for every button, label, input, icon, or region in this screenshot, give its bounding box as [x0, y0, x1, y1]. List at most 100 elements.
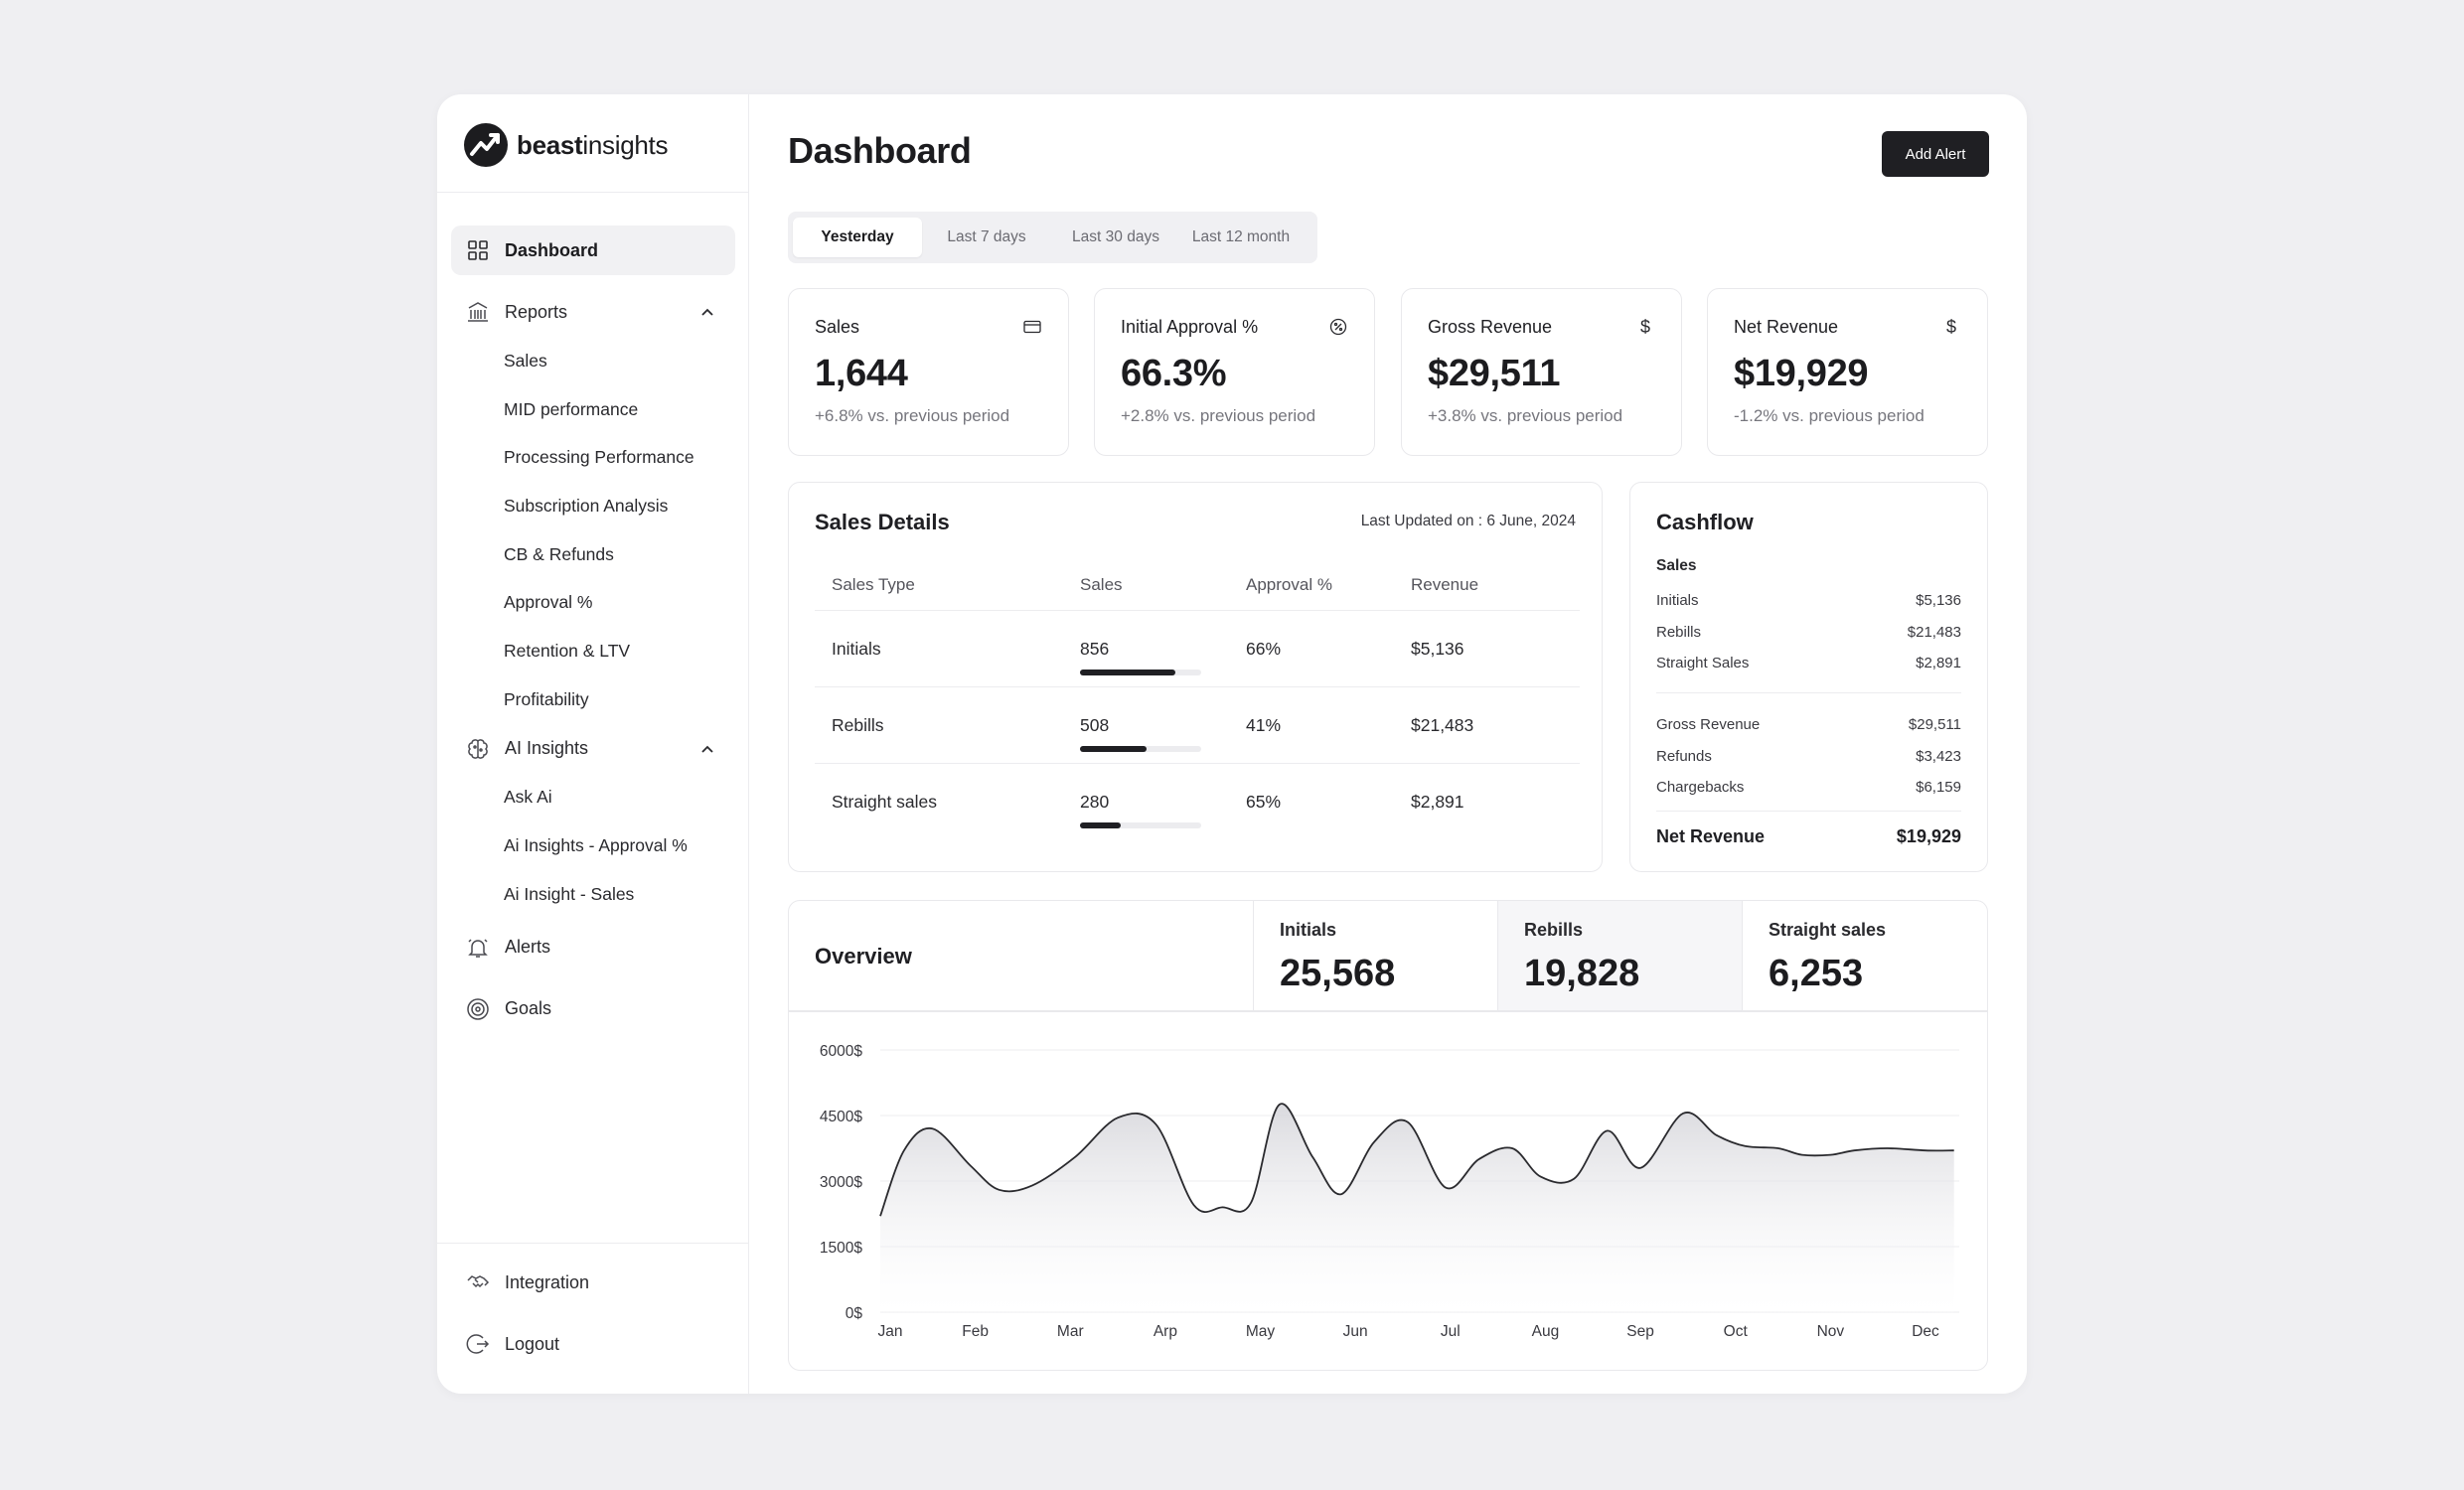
- add-alert-button[interactable]: Add Alert: [1882, 131, 1989, 177]
- chevron-up-icon[interactable]: [697, 302, 717, 322]
- sidebar-subitem[interactable]: Subscription Analysis: [504, 495, 669, 516]
- brand-logo[interactable]: beastinsights: [463, 120, 668, 170]
- table-row[interactable]: Straight sales 280 65% $2,891: [815, 764, 1580, 840]
- x-tick-label: Jun: [1343, 1323, 1368, 1340]
- sales-progress-bar: [1080, 745, 1201, 752]
- column-header: Approval %: [1246, 575, 1332, 594]
- sales-count: 508: [1080, 714, 1110, 735]
- sidebar-subitem[interactable]: Sales: [504, 350, 547, 371]
- kpi-value: $19,929: [1734, 353, 1869, 394]
- overview-tab-label: Initials: [1280, 920, 1337, 940]
- dollar-icon: $: [1945, 316, 1956, 337]
- sidebar-subitem[interactable]: Ask Ai: [504, 787, 552, 808]
- period-yesterday[interactable]: Yesterday: [793, 218, 922, 257]
- sales-cell: 856: [1078, 639, 1244, 675]
- net-revenue-value: $19,929: [1896, 826, 1961, 846]
- sidebar-subitem[interactable]: Approval %: [504, 592, 593, 613]
- sidebar-item-reports[interactable]: Reports: [451, 287, 735, 337]
- sales-progress-bar: [1080, 669, 1201, 675]
- last-updated-text: Last Updated on : 6 June, 2024: [1360, 513, 1576, 529]
- sidebar-subitem[interactable]: Profitability: [504, 688, 589, 709]
- credit-card-icon: [1022, 317, 1042, 337]
- overview-tab-straight-sales[interactable]: Straight sales 6,253: [1742, 901, 1987, 1010]
- sidebar-item-dashboard[interactable]: Dashboard: [451, 225, 735, 275]
- chevron-up-icon[interactable]: [697, 739, 717, 759]
- column-header: Revenue: [1411, 575, 1479, 594]
- approval-cell: 41%: [1246, 714, 1282, 735]
- y-tick-label: 0$: [846, 1305, 863, 1322]
- overview-card: Overview Initials 25,568 Rebills 19,828 …: [788, 900, 1988, 1371]
- cashflow-card: Cashflow Sales Initials $5,136 Rebills $21…: [1629, 482, 1988, 872]
- bell-icon: [465, 935, 491, 961]
- period-last-12-month[interactable]: Last 12 month: [1191, 228, 1291, 245]
- sidebar-subitem[interactable]: Retention & LTV: [504, 640, 631, 661]
- sidebar-subitem[interactable]: Processing Performance: [504, 447, 694, 468]
- table-row[interactable]: Initials 856 66% $5,136: [815, 611, 1580, 687]
- revenue-cell: $5,136: [1411, 638, 1464, 659]
- cashflow-row: Rebills $21,483: [1656, 623, 1961, 641]
- cashflow-section-label: Sales: [1656, 557, 1697, 574]
- overview-title: Overview: [815, 944, 912, 968]
- dollar-icon: $: [1639, 316, 1650, 337]
- sidebar-item-label: Alerts: [505, 937, 551, 958]
- cashflow-divider: [1656, 692, 1961, 693]
- period-selector: Yesterday Last 7 days Last 30 days Last …: [788, 212, 1317, 263]
- table-row[interactable]: Rebills 508 41% $21,483: [815, 687, 1580, 764]
- sidebar-item-alerts[interactable]: Alerts: [451, 923, 735, 972]
- cashflow-row: Refunds $3,423: [1656, 747, 1961, 765]
- overview-tab-rebills[interactable]: Rebills 19,828: [1497, 901, 1742, 1010]
- approval-cell: 66%: [1246, 638, 1282, 659]
- sidebar-item-label: AI Insights: [505, 738, 589, 758]
- sidebar-subitem[interactable]: Ai Insight - Sales: [504, 883, 635, 904]
- x-tick-label: May: [1246, 1323, 1276, 1340]
- sidebar-subitem[interactable]: CB & Refunds: [504, 543, 614, 564]
- sidebar-item-label: Integration: [505, 1271, 590, 1292]
- sales-type-cell: Rebills: [832, 714, 884, 735]
- sales-progress-bar: [1080, 822, 1201, 828]
- kpi-label: Initial Approval %: [1121, 317, 1259, 337]
- reports-submenu: Sales MID performance Processing Perform…: [451, 337, 735, 724]
- overview-tab-initials[interactable]: Initials 25,568: [1253, 901, 1497, 1010]
- period-last-30-days[interactable]: Last 30 days: [1072, 228, 1159, 245]
- sidebar-item-goals[interactable]: Goals: [451, 984, 735, 1034]
- kpi-value: 1,644: [815, 353, 908, 394]
- revenue-cell: $21,483: [1411, 714, 1474, 735]
- y-tick-label: 4500$: [820, 1109, 862, 1125]
- target-icon: [465, 996, 491, 1022]
- x-tick-label: Sep: [1626, 1323, 1654, 1340]
- bank-icon: [465, 299, 491, 325]
- period-last-7-days[interactable]: Last 7 days: [947, 228, 1026, 245]
- cashflow-divider: [1656, 811, 1961, 812]
- sidebar-item-label: Dashboard: [505, 239, 599, 260]
- sales-progress-fill: [1080, 822, 1122, 828]
- sales-details-card: Sales Details Last Updated on : 6 June, …: [788, 482, 1603, 872]
- y-tick-label: 6000$: [820, 1043, 862, 1060]
- grid-icon: [465, 237, 491, 263]
- overview-tab-label: Straight sales: [1769, 920, 1887, 940]
- approval-cell: 65%: [1246, 792, 1282, 812]
- sidebar-subitem[interactable]: MID performance: [504, 398, 639, 419]
- kpi-delta: +2.8% vs. previous period: [1121, 406, 1316, 425]
- page-title: Dashboard: [788, 130, 972, 171]
- sidebar-bottom-nav: Integration Logout: [451, 1258, 735, 1369]
- x-tick-label: Feb: [962, 1323, 989, 1340]
- sidebar-item-ai-insights[interactable]: AI Insights: [451, 724, 735, 774]
- sidebar-item-integration[interactable]: Integration: [451, 1258, 735, 1307]
- kpi-card-net-revenue: Net Revenue $ $19,929 -1.2% vs. previous…: [1707, 288, 1988, 456]
- cashflow-row: Initials $5,136: [1656, 592, 1961, 610]
- sidebar-subitem[interactable]: Ai Insights - Approval %: [504, 835, 688, 856]
- sales-cell: 508: [1078, 714, 1244, 752]
- overview-divider: [789, 1010, 1987, 1012]
- sidebar-item-logout[interactable]: Logout: [451, 1319, 735, 1369]
- x-tick-label: Jan: [878, 1323, 903, 1340]
- cashflow-title: Cashflow: [1656, 510, 1754, 534]
- x-tick-label: Nov: [1817, 1323, 1845, 1340]
- chart-series-line: [879, 1103, 1954, 1217]
- kpi-delta: +6.8% vs. previous period: [815, 406, 1010, 425]
- chart-area-fill: [880, 1104, 1954, 1312]
- x-tick-label: Arp: [1154, 1323, 1177, 1340]
- sidebar-nav: Dashboard Reports Sales MID performance …: [451, 225, 735, 1034]
- net-revenue-label: Net Revenue: [1656, 826, 1766, 846]
- x-tick-label: Aug: [1532, 1323, 1560, 1340]
- kpi-card-sales: Sales 1,644 +6.8% vs. previous period: [788, 288, 1069, 456]
